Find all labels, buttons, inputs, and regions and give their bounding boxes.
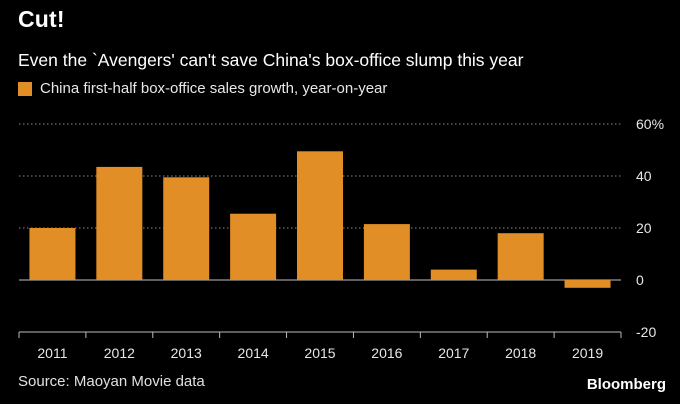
y-tick-label: -20: [636, 324, 656, 340]
chart-title: Cut!: [18, 6, 65, 32]
bar: [430, 269, 477, 280]
bar: [96, 166, 143, 280]
x-tick-label: 2016: [371, 345, 402, 361]
x-tick-label: 2019: [572, 345, 603, 361]
bar: [29, 228, 76, 280]
x-tick-label: 2017: [438, 345, 469, 361]
x-tick-label: 2014: [238, 345, 269, 361]
y-tick-label: 0: [636, 272, 644, 288]
legend-label: China first-half box-office sales growth…: [40, 80, 388, 97]
x-tick-label: 2011: [37, 345, 67, 361]
legend-swatch: [18, 81, 32, 96]
legend: China first-half box-office sales growth…: [18, 80, 387, 97]
y-tick-label: 20: [636, 220, 652, 236]
source-note: Source: Maoyan Movie data: [18, 373, 205, 390]
x-tick-label: 2018: [505, 345, 536, 361]
bar: [564, 280, 611, 288]
bar: [497, 233, 544, 280]
bar: [297, 151, 343, 280]
chart-subtitle: Even the `Avengers' can't save China's b…: [18, 50, 524, 70]
x-tick-label: 2013: [171, 345, 202, 361]
bar: [363, 224, 410, 280]
brand-logo: Bloomberg: [586, 376, 666, 393]
bar: [163, 177, 210, 280]
y-tick-label: 60%: [636, 116, 664, 132]
y-tick-label: 40: [636, 168, 652, 184]
x-tick-label: 2012: [104, 345, 135, 361]
x-tick-label: 2015: [304, 345, 335, 361]
bar: [230, 213, 277, 280]
